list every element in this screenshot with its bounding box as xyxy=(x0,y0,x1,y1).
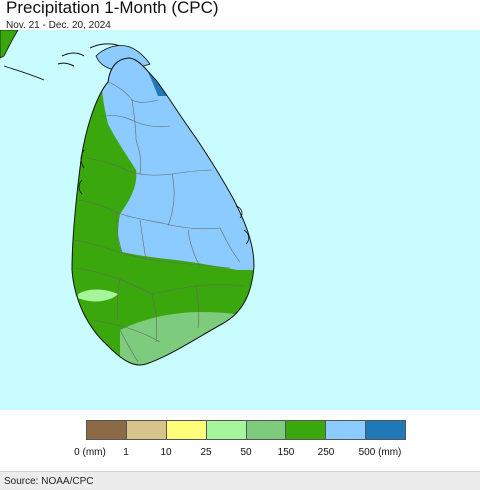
legend-labels: 0 (mm) 1 10 25 50 150 250 500 (mm) xyxy=(0,447,480,461)
mainland-india xyxy=(0,30,19,59)
legend-label: 500 (mm) xyxy=(358,447,402,458)
legend-label: 0 (mm) xyxy=(74,447,106,458)
mainland-india-coast xyxy=(3,65,45,81)
legend-swatch xyxy=(206,421,247,439)
legend-label: 50 xyxy=(240,447,252,458)
jaffna-islands xyxy=(57,43,121,67)
legend-swatch xyxy=(126,421,167,439)
source-footer: Source: NOAA/CPC xyxy=(0,471,480,490)
precipitation-legend xyxy=(86,420,406,440)
legend-swatch xyxy=(366,421,405,439)
map-svg xyxy=(0,30,480,410)
coastal-details xyxy=(78,149,250,245)
legend-label: 1 xyxy=(123,447,129,458)
date-range-subtitle: Nov. 21 - Dec. 20, 2024 xyxy=(6,20,111,31)
source-text: Source: NOAA/CPC xyxy=(4,476,94,487)
zone-50-150-southwest xyxy=(78,289,118,302)
legend-swatch xyxy=(326,421,367,439)
district-boundaries xyxy=(73,81,245,363)
legend-swatch xyxy=(166,421,207,439)
page-title: Precipitation 1-Month (CPC) xyxy=(6,0,219,17)
precipitation-map xyxy=(0,30,480,410)
legend-label: 150 xyxy=(277,447,295,458)
legend-swatch xyxy=(246,421,287,439)
legend-swatch xyxy=(87,421,127,439)
legend-swatch xyxy=(286,421,327,439)
legend-label: 25 xyxy=(200,447,212,458)
legend-label: 250 xyxy=(317,447,335,458)
legend-label: 10 xyxy=(160,447,172,458)
